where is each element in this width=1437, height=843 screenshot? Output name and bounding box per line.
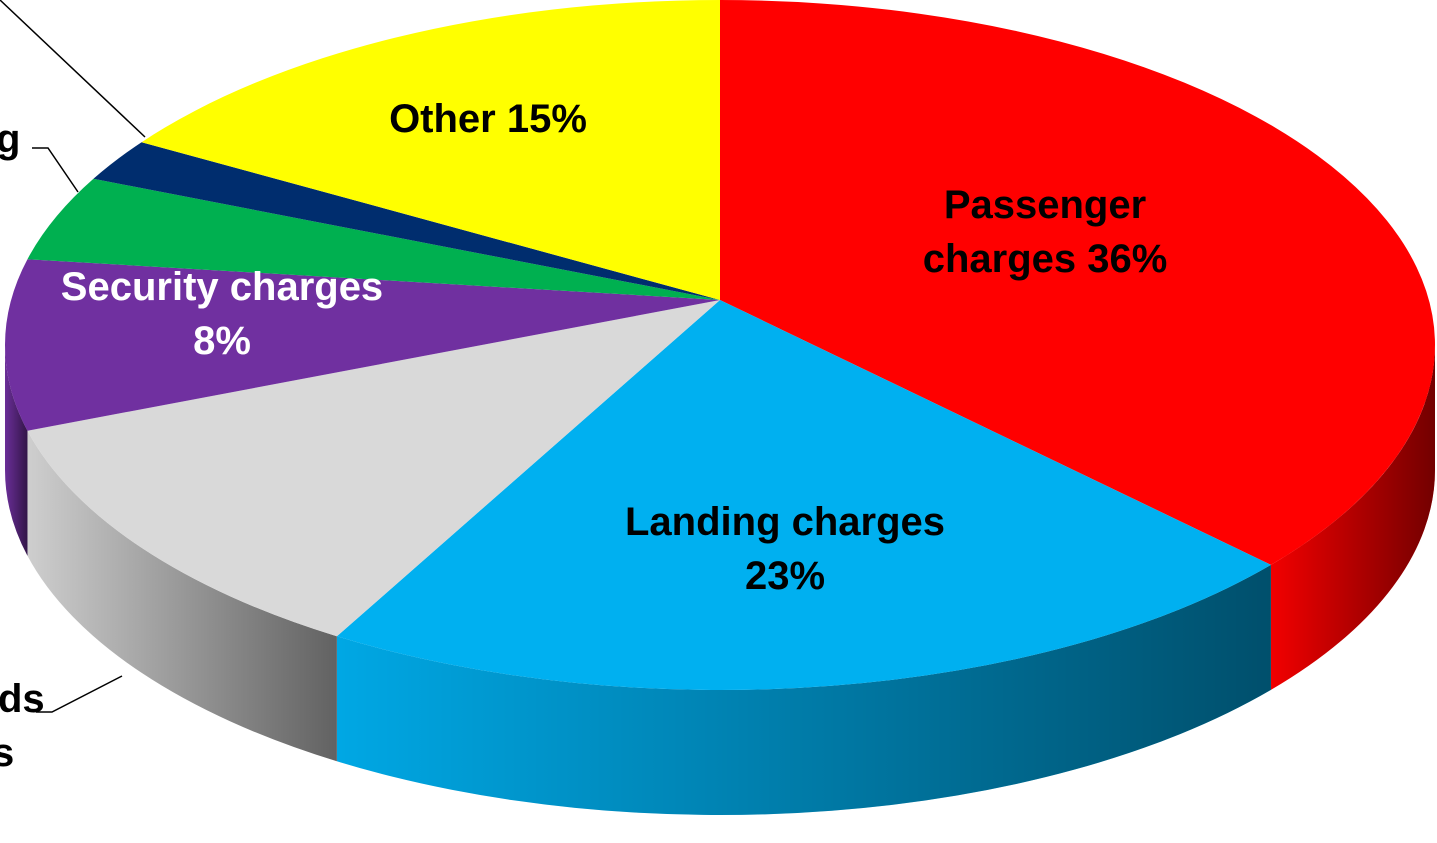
data-label: Passenger [944,183,1146,227]
data-label: 23% [745,554,825,598]
slice [27,300,721,637]
data-label: Security charges [61,265,383,309]
data-label: charges 36% [923,237,1168,281]
slice-side-shade [5,345,28,556]
leader-line [0,0,146,138]
leader-line [32,147,79,193]
leader-line [36,675,123,713]
data-label: ds [0,677,45,721]
slice [720,0,1435,565]
data-label: Landing charges [625,500,945,544]
slice-side-shade [27,430,337,762]
data-label: Other 15% [389,97,587,141]
slice [5,259,721,431]
slice [93,142,720,300]
data-label: s [0,731,14,775]
data-label: g [0,117,20,161]
slice [141,0,720,300]
data-label: 8% [193,319,251,363]
slice-side-shade [1270,345,1435,690]
slice-side-shade [336,564,1271,815]
slice [336,300,1271,691]
slice [27,178,721,300]
